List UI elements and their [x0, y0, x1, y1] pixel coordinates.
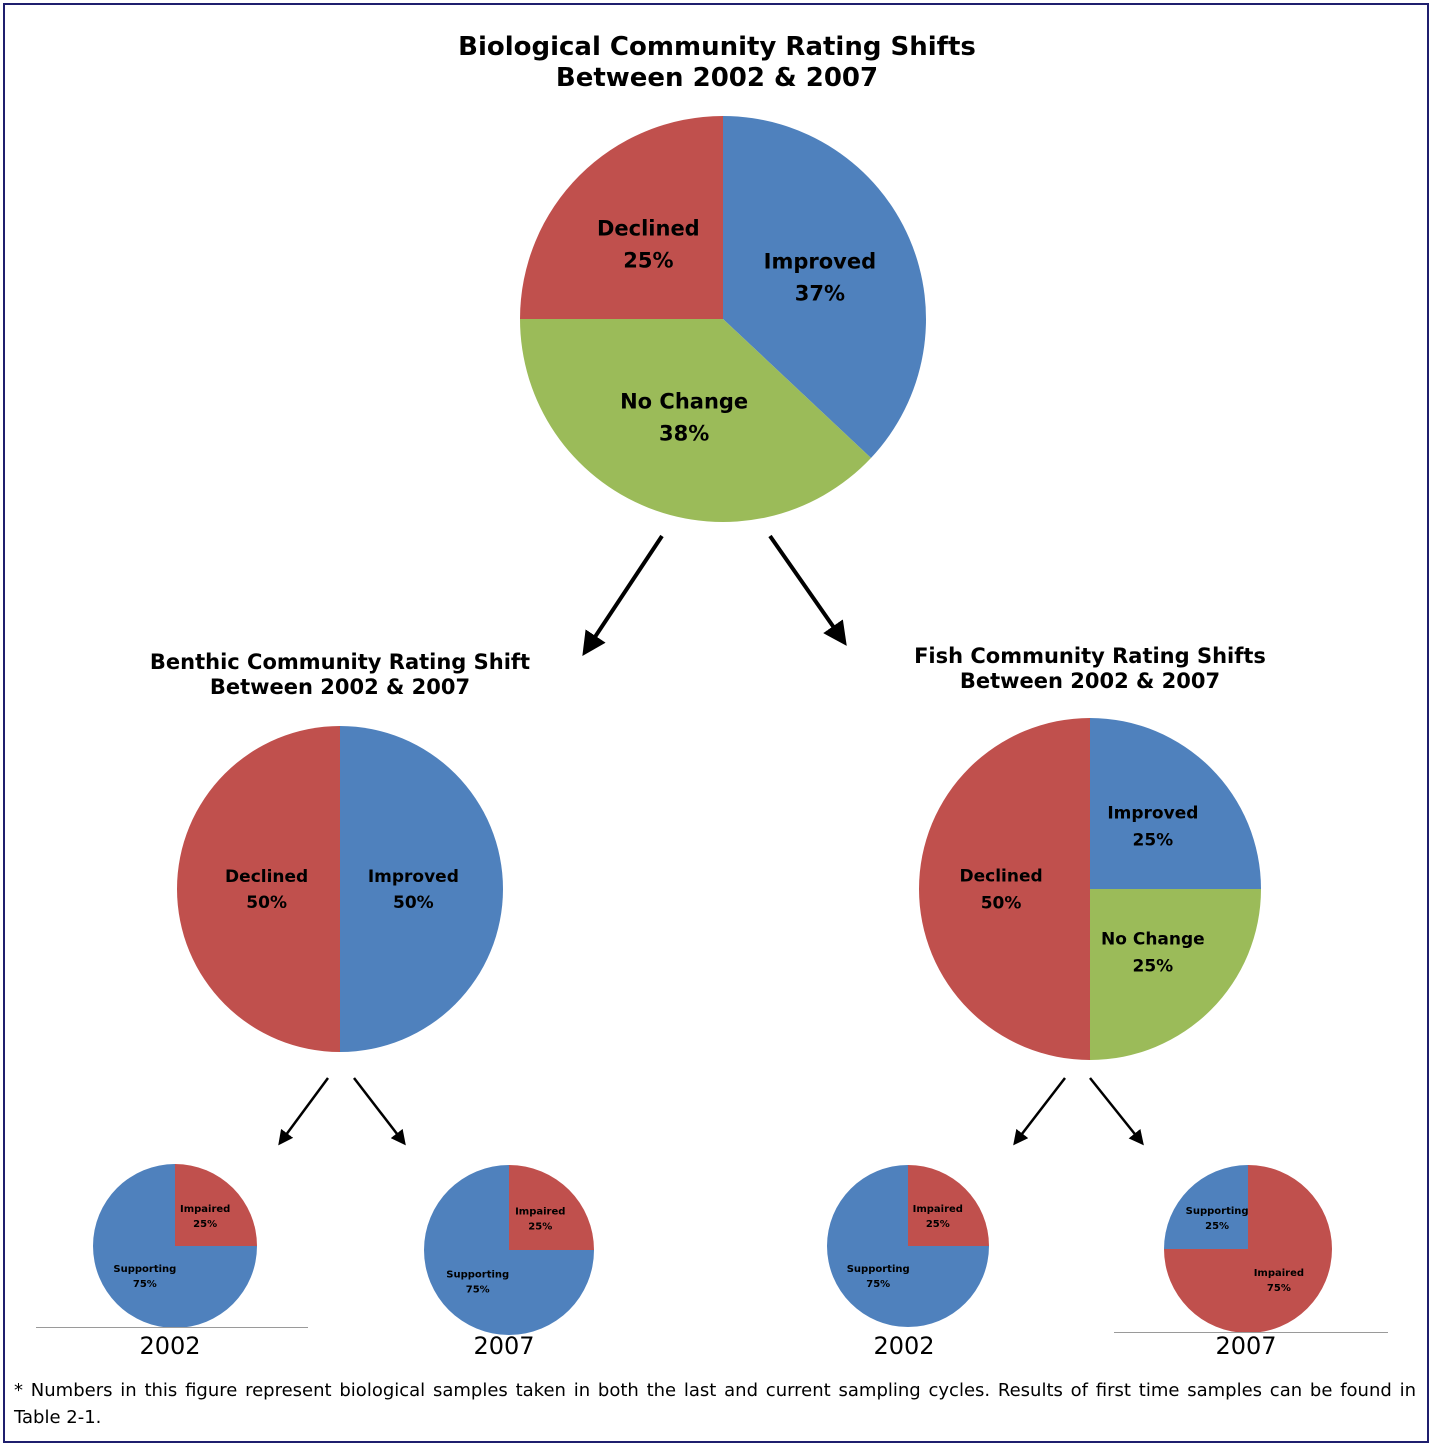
main-pie-slice-no-change [520, 319, 871, 522]
fish-pie-slice-no-change [1090, 889, 1261, 1060]
flow-arrows [278, 534, 1144, 1146]
benthic-2002-pie-slice-impaired [175, 1164, 257, 1246]
fish-pie-slice-declined [919, 718, 1090, 1060]
fish-title-line-2: Between 2002 & 2007 [959, 668, 1221, 693]
year-caption-benthic-2002: 2002 [139, 1332, 201, 1360]
fish-chart-title: Fish Community Rating Shifts Between 200… [890, 644, 1290, 694]
benthic-2002-slice-value-supporting: 75% [133, 1279, 157, 1290]
main-slice-label-improved: Improved [764, 249, 876, 273]
benthic-2007-slice-value-impaired: 25% [528, 1222, 552, 1233]
fish-2002-slice-label-supporting: Supporting [847, 1264, 910, 1275]
arrow-to-fish-2007 [1089, 1077, 1144, 1146]
arrow-to-benthic-2002 [278, 1077, 330, 1146]
arrow-to-benthic-2007 [353, 1077, 406, 1146]
main-slice-value-declined: 25% [623, 249, 673, 273]
benthic-2007-pie-slice-impaired [509, 1165, 594, 1250]
benthic-2007-pie-slice-supporting [424, 1165, 594, 1335]
fish-2007-slice-label-impaired: Impaired [1254, 1268, 1304, 1279]
benthic-title-line-1: Benthic Community Rating Shift [149, 650, 531, 674]
fish-2007-slice-label-supporting: Supporting [1186, 1206, 1249, 1217]
footnote: * Numbers in this figure represent biolo… [14, 1380, 1416, 1428]
main-chart-title: Biological Community Rating Shifts Betwe… [417, 32, 1017, 93]
benthic-2007-slice-label-impaired: Impaired [515, 1207, 565, 1218]
benthic-2002-pie-slice-supporting [93, 1164, 257, 1328]
fish-2002-slice-value-supporting: 75% [866, 1279, 890, 1290]
main-slice-label-no-change: No Change [620, 389, 748, 413]
figure-frame [3, 3, 1429, 1443]
benthic-2007-slice-value-supporting: 75% [466, 1284, 490, 1295]
benthic-2002-slice-label-supporting: Supporting [113, 1264, 176, 1275]
fish-2002-slice-label-impaired: Impaired [913, 1204, 963, 1215]
fish-2007-pie-slice-supporting [1164, 1165, 1248, 1249]
benthic-2007-slice-label-supporting: Supporting [446, 1269, 509, 1280]
benthic-title-line-2: Between 2002 & 2007 [209, 674, 471, 699]
fish-slice-label-no-change: No Change [1101, 929, 1205, 949]
main-slice-value-no-change: 38% [659, 421, 709, 445]
main-slice-value-improved: 37% [795, 281, 845, 305]
arrow-to-fish-2002 [1013, 1077, 1066, 1146]
fish-2002-pie-slice-impaired [908, 1165, 989, 1246]
benthic-2002-slice-value-impaired: 25% [193, 1219, 217, 1230]
main-slice-label-declined: Declined [597, 217, 700, 241]
year-caption-benthic-2007: 2007 [473, 1332, 535, 1360]
fish-2007-slice-value-supporting: 25% [1205, 1221, 1229, 1232]
main-pie-slice-declined [520, 116, 723, 319]
main-title-line-2: Between 2002 & 2007 [555, 62, 879, 93]
baseline-rule-benthic-2002 [36, 1327, 308, 1328]
main-pie-slice-improved [723, 116, 926, 458]
benthic-pie-slice-improved [340, 726, 503, 1052]
year-caption-fish-2007: 2007 [1215, 1332, 1277, 1360]
benthic-pie-slice-declined [177, 726, 340, 1052]
benthic-slice-value-declined: 50% [246, 893, 287, 913]
fish-slice-value-declined: 50% [981, 893, 1022, 913]
fish-slice-label-improved: Improved [1107, 804, 1198, 824]
benthic-2002-slice-label-impaired: Impaired [180, 1204, 230, 1215]
arrow-to-benthic [582, 534, 664, 656]
fish-slice-label-declined: Declined [959, 866, 1042, 886]
fish-slice-value-no-change: 25% [1133, 956, 1174, 976]
fish-title-line-1: Fish Community Rating Shifts [914, 644, 1266, 668]
fish-2002-slice-value-impaired: 25% [926, 1219, 950, 1230]
fish-pie-slice-improved [1090, 718, 1261, 889]
fish-2007-slice-value-impaired: 75% [1267, 1283, 1291, 1294]
arrow-to-fish [768, 534, 847, 646]
pies: Improved 37% No Change 38% Declined 25% Improv… [93, 116, 1332, 1335]
fish-slice-value-improved: 25% [1133, 831, 1174, 851]
benthic-slice-value-improved: 50% [393, 893, 434, 913]
main-title-line-1: Biological Community Rating Shifts [458, 32, 976, 62]
benthic-chart-title: Benthic Community Rating Shift Between 2… [130, 650, 550, 700]
fish-2002-pie-slice-supporting [827, 1165, 989, 1327]
baseline-rule-fish-2007 [1114, 1332, 1388, 1333]
year-caption-fish-2002: 2002 [873, 1332, 935, 1360]
benthic-slice-label-improved: Improved [368, 867, 459, 887]
benthic-slice-label-declined: Declined [225, 867, 308, 887]
